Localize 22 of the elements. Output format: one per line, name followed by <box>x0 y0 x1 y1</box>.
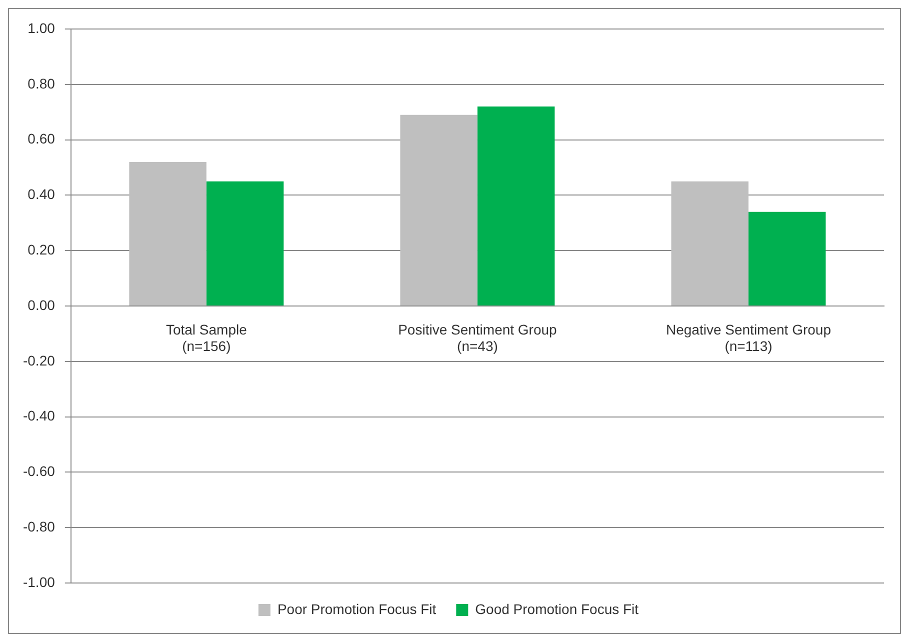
y-tick-label: -0.80 <box>22 518 56 534</box>
y-tick-label: 0.00 <box>28 296 56 313</box>
bar <box>206 181 284 306</box>
bar <box>477 106 555 306</box>
x-tick-label: Total Sample (n=156) <box>166 321 248 354</box>
legend-label: Good Promotion Focus Fit <box>475 600 639 617</box>
y-tick-label: 0.20 <box>28 241 56 258</box>
y-tick-label: -0.20 <box>22 352 56 368</box>
y-tick-label: -0.40 <box>22 408 56 424</box>
y-tick-label: 0.80 <box>28 75 56 92</box>
y-tick-label: -0.60 <box>22 463 56 480</box>
x-tick-label: Positive Sentiment Group (n=43) <box>398 321 558 354</box>
bar <box>129 162 206 306</box>
bar <box>748 212 826 306</box>
y-tick-label: 0.40 <box>28 186 56 202</box>
y-tick-label: 0.60 <box>28 130 56 147</box>
legend-label: Poor Promotion Focus Fit <box>277 600 436 617</box>
y-tick-label: -1.00 <box>22 574 56 590</box>
bar <box>671 181 748 306</box>
bar <box>400 114 478 306</box>
x-tick-label: Negative Sentiment Group (n=113) <box>666 321 832 354</box>
y-tick-label: 1.00 <box>28 20 56 36</box>
